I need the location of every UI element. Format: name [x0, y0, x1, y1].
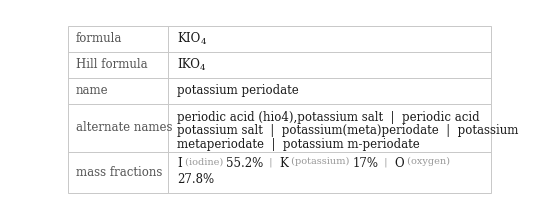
- Text: Hill formula: Hill formula: [76, 58, 147, 71]
- Text: IKO: IKO: [177, 58, 200, 71]
- Text: (oxygen): (oxygen): [404, 157, 450, 166]
- Text: O: O: [394, 157, 404, 170]
- Text: mass fractions: mass fractions: [76, 166, 162, 179]
- Text: (potassium): (potassium): [288, 157, 353, 166]
- Text: alternate names: alternate names: [76, 122, 173, 135]
- Text: KIO: KIO: [177, 33, 200, 46]
- Text: periodic acid (hio4),potassium salt  |  periodic acid: periodic acid (hio4),potassium salt | pe…: [177, 110, 479, 123]
- Text: 4: 4: [200, 64, 205, 72]
- Text: 17%: 17%: [353, 157, 378, 170]
- Text: metaperiodate  |  potassium m-periodate: metaperiodate | potassium m-periodate: [177, 138, 420, 151]
- Text: formula: formula: [76, 33, 122, 46]
- Text: 27.8%: 27.8%: [177, 173, 214, 186]
- Text: |: |: [263, 157, 279, 167]
- Text: |: |: [378, 157, 394, 167]
- Text: name: name: [76, 84, 109, 97]
- Text: K: K: [279, 157, 288, 170]
- Text: (iodine): (iodine): [182, 157, 226, 166]
- Text: potassium salt  |  potassium(meta)periodate  |  potassium: potassium salt | potassium(meta)periodat…: [177, 124, 518, 137]
- Text: 55.2%: 55.2%: [226, 157, 263, 170]
- Text: 4: 4: [200, 38, 206, 46]
- Text: I: I: [177, 157, 182, 170]
- Text: potassium periodate: potassium periodate: [177, 84, 299, 97]
